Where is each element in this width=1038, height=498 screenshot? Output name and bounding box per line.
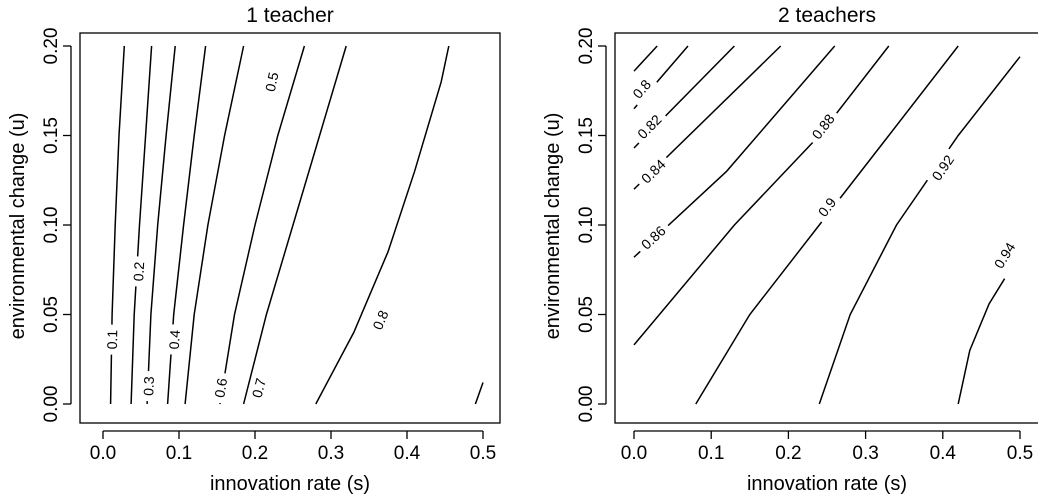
y-axis-label: environmental change (u) <box>7 113 29 340</box>
contour-label: 0.94 <box>986 234 1023 277</box>
contour-label: 0.88 <box>804 106 842 148</box>
chart-title: 1 teacher <box>246 4 334 27</box>
contour-line <box>315 45 450 405</box>
contour-label-bg <box>209 371 233 405</box>
x-tick-label: 0.5 <box>1007 443 1033 464</box>
contour-label-bg <box>138 370 159 402</box>
contour-label: 0.2 <box>128 255 149 288</box>
contour-label: 0.82 <box>629 106 670 147</box>
contour-label-bg <box>625 71 659 107</box>
contour-label: 0.6 <box>209 371 233 405</box>
contour-label-bg <box>128 255 149 288</box>
contour-line <box>242 45 347 405</box>
contour-label-bg <box>366 302 395 338</box>
plot-frame <box>79 32 501 424</box>
chart-title: 2 teachers <box>778 4 876 27</box>
contour-label-text: 0.2 <box>130 261 147 282</box>
contour-label-text: 0.1 <box>104 330 120 350</box>
contour-label: 0.86 <box>633 217 674 258</box>
plot-frame <box>614 32 1038 424</box>
x-tick-label: 0.0 <box>621 443 647 464</box>
contour-label-bg <box>924 146 961 189</box>
x-tick-label: 0.1 <box>166 443 192 464</box>
x-tick-label: 0.4 <box>930 443 957 464</box>
x-axis-label: innovation rate (s) <box>747 473 907 495</box>
x-tick-label: 0.1 <box>698 443 724 464</box>
contour-label: 0.7 <box>246 371 272 405</box>
y-tick-label: 0.20 <box>41 28 62 65</box>
y-tick-label: 0.00 <box>41 386 62 423</box>
y-tick-label: 0.00 <box>576 386 597 423</box>
x-tick-label: 0.4 <box>394 443 421 464</box>
contour-line <box>219 45 306 405</box>
contour-label: 0.92 <box>924 146 961 189</box>
contour-label: 0.8 <box>366 302 395 338</box>
contour-label-bg <box>633 151 674 192</box>
y-tick-label: 0.10 <box>41 207 62 244</box>
y-axis-label: environmental change (u) <box>542 113 564 340</box>
contour-label: 0.3 <box>138 370 159 402</box>
contour-line <box>474 382 484 405</box>
contour-label-bg <box>633 217 674 258</box>
x-tick-label: 0.2 <box>242 443 268 464</box>
contour-label-bg <box>986 234 1023 277</box>
y-tick-label: 0.05 <box>576 296 597 333</box>
y-tick-label: 0.15 <box>576 117 597 154</box>
x-tick-label: 0.0 <box>90 443 116 464</box>
contour-label-text: 0.7 <box>249 376 269 399</box>
contour-label-bg <box>102 324 122 355</box>
y-tick-label: 0.20 <box>576 28 597 65</box>
contour-group: 0.80.820.840.860.880.90.920.94 <box>625 45 1023 405</box>
contour-line <box>633 45 890 346</box>
contour-label: 0.8 <box>625 71 659 107</box>
contour-label-bg <box>810 189 844 225</box>
contour-line <box>184 45 245 405</box>
x-tick-label: 0.3 <box>852 443 878 464</box>
x-tick-label: 0.5 <box>470 443 496 464</box>
contour-line <box>146 45 176 405</box>
contour-label: 0.4 <box>164 324 185 356</box>
contour-line <box>695 45 959 405</box>
x-tick-label: 0.3 <box>318 443 344 464</box>
contour-label: 0.1 <box>102 324 122 355</box>
contour-label-bg <box>164 324 185 356</box>
contour-label: 0.9 <box>810 189 844 225</box>
contour-label-bg <box>804 106 842 148</box>
contour-label: 0.5 <box>259 65 284 99</box>
contour-group: 0.1 0.2 0.3 0.4 0.5 0.6 0.7 0.8 <box>102 45 484 405</box>
panel-1-teacher: 1 teacher innovation rate (s) environmen… <box>7 4 501 495</box>
tick-group: 0.0 0.1 0.2 0.3 0.4 0.5 0.00 0.05 0.10 0.15 0.20 <box>576 28 1033 464</box>
y-tick-label: 0.05 <box>41 296 62 333</box>
contour-line <box>130 45 153 405</box>
x-axis-label: innovation rate (s) <box>210 473 370 495</box>
contour-label-text: 0.5 <box>262 70 282 93</box>
contour-line <box>633 45 658 72</box>
contour-label-text: 0.4 <box>166 329 183 350</box>
contour-label-text: 0.8 <box>369 308 391 332</box>
contour-label-bg <box>629 106 670 147</box>
contour-label-bg <box>259 65 284 99</box>
y-tick-label: 0.15 <box>41 117 62 154</box>
contour-label-text: 0.3 <box>140 376 157 396</box>
contour-label-bg <box>246 371 272 405</box>
x-tick-label: 0.2 <box>775 443 801 464</box>
y-tick-label: 0.10 <box>576 207 597 244</box>
contour-line <box>957 278 1006 405</box>
tick-group: 0.0 0.1 0.2 0.3 0.4 0.5 0.00 0.05 0.10 0.15 0.20 <box>41 28 496 464</box>
contour-label-text: 0.6 <box>211 377 230 399</box>
contour-line <box>818 56 1021 405</box>
panel-2-teachers: 2 teachers innovation rate (s) environme… <box>542 4 1038 495</box>
